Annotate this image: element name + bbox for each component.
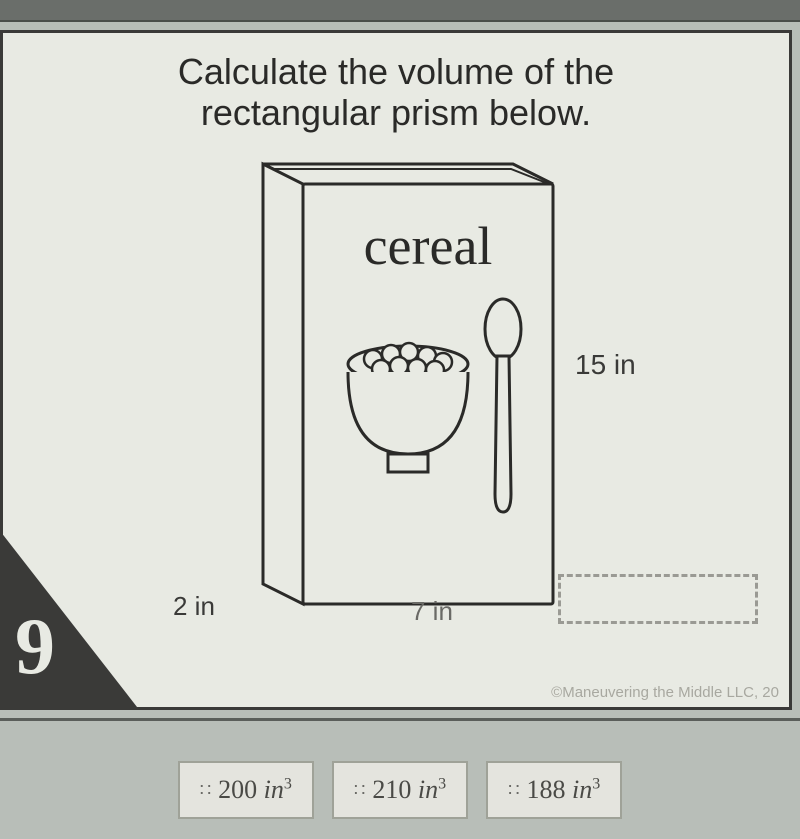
question-text: Calculate the volume of the rectangular …: [3, 33, 789, 144]
drag-handle-icon: ∷: [354, 786, 362, 795]
option-value: 188 in3: [527, 775, 601, 805]
question-line-2: rectangular prism below.: [201, 92, 591, 133]
box-label: cereal: [364, 216, 493, 276]
dimension-depth: 2 in: [173, 591, 215, 622]
copyright-text: ©Maneuvering the Middle LLC, 20: [551, 684, 779, 701]
option-tile[interactable]: ∷ 188 in3: [486, 761, 622, 819]
option-tile[interactable]: ∷ 210 in3: [332, 761, 468, 819]
cereal-box-icon: cereal: [203, 134, 563, 634]
question-line-1: Calculate the volume of the: [178, 51, 614, 92]
section-divider: [0, 718, 800, 721]
answer-drop-zone[interactable]: [558, 574, 758, 624]
option-value: 200 in3: [218, 775, 292, 805]
question-number: 9: [15, 602, 55, 693]
drag-handle-icon: ∷: [508, 786, 516, 795]
option-tile[interactable]: ∷ 200 in3: [178, 761, 314, 819]
answer-options: ∷ 200 in3 ∷ 210 in3 ∷ 188 in3: [0, 761, 800, 839]
worksheet-panel: Calculate the volume of the rectangular …: [0, 30, 792, 710]
dimension-height: 15 in: [575, 349, 636, 381]
window-top-bar: [0, 0, 800, 22]
option-value: 210 in3: [372, 775, 446, 805]
drag-handle-icon: ∷: [200, 786, 208, 795]
dimension-width: 7 in: [411, 596, 453, 627]
